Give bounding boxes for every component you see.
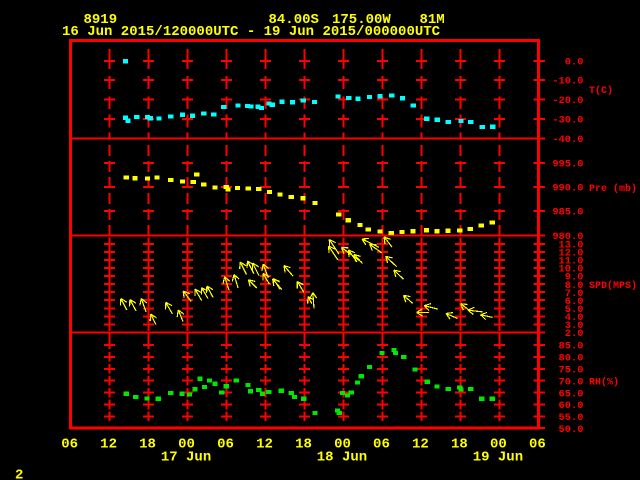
svg-text:5.0: 5.0 (565, 304, 584, 316)
svg-text:55.0: 55.0 (559, 412, 584, 424)
svg-text:-10.0: -10.0 (552, 76, 583, 88)
svg-text:9.0: 9.0 (565, 272, 584, 284)
svg-text:8919: 8919 (84, 12, 118, 28)
svg-text:980.0: 980.0 (552, 231, 583, 243)
svg-text:00: 00 (490, 437, 507, 453)
svg-text:4.0: 4.0 (565, 312, 584, 324)
svg-text:-20.0: -20.0 (552, 95, 583, 107)
svg-text:18 Jun: 18 Jun (317, 450, 367, 466)
svg-text:-40.0: -40.0 (552, 134, 583, 146)
svg-text:990.0: 990.0 (552, 183, 583, 195)
svg-text:11.0: 11.0 (559, 256, 584, 268)
svg-text:06: 06 (61, 437, 78, 453)
svg-text:18: 18 (451, 437, 468, 453)
svg-text:81M: 81M (420, 12, 445, 28)
svg-text:2.0: 2.0 (565, 328, 584, 340)
svg-text:18: 18 (295, 437, 312, 453)
svg-text:19 Jun: 19 Jun (473, 450, 523, 466)
svg-text:12.0: 12.0 (559, 248, 584, 260)
svg-text:06: 06 (217, 437, 234, 453)
svg-text:12: 12 (100, 437, 117, 453)
svg-text:85.0: 85.0 (559, 341, 584, 353)
svg-text:17 Jun: 17 Jun (161, 450, 211, 466)
svg-text:6.0: 6.0 (565, 296, 584, 308)
svg-text:SPD(MPS): SPD(MPS) (589, 280, 637, 292)
svg-text:8.0: 8.0 (565, 280, 584, 292)
svg-text:18: 18 (139, 437, 156, 453)
svg-text:65.0: 65.0 (559, 388, 584, 400)
svg-text:2: 2 (15, 468, 23, 480)
svg-text:995.0: 995.0 (552, 159, 583, 171)
svg-text:175.00W: 175.00W (332, 12, 391, 28)
svg-text:70.0: 70.0 (559, 376, 584, 388)
svg-text:12: 12 (256, 437, 273, 453)
svg-text:Pre (mb): Pre (mb) (589, 183, 637, 195)
svg-text:12: 12 (412, 437, 429, 453)
svg-text:16 Jun 2015/120000UTC - 19 Jun: 16 Jun 2015/120000UTC - 19 Jun 2015/0000… (62, 24, 441, 40)
svg-text:80.0: 80.0 (559, 352, 584, 364)
svg-text:RH(%): RH(%) (589, 376, 619, 388)
svg-text:13.0: 13.0 (559, 240, 584, 252)
svg-text:0.0: 0.0 (565, 57, 584, 69)
svg-text:60.0: 60.0 (559, 400, 584, 412)
svg-text:84.00S: 84.00S (269, 12, 319, 28)
svg-text:10.0: 10.0 (559, 264, 584, 276)
svg-text:T(C): T(C) (589, 85, 613, 97)
svg-text:00: 00 (178, 437, 195, 453)
svg-text:06: 06 (529, 437, 546, 453)
svg-text:06: 06 (373, 437, 390, 453)
svg-text:-30.0: -30.0 (552, 115, 583, 127)
svg-text:00: 00 (334, 437, 351, 453)
svg-text:50.0: 50.0 (559, 424, 584, 436)
svg-text:3.0: 3.0 (565, 320, 584, 332)
svg-text:7.0: 7.0 (565, 288, 584, 300)
svg-text:75.0: 75.0 (559, 364, 584, 376)
svg-text:985.0: 985.0 (552, 207, 583, 219)
